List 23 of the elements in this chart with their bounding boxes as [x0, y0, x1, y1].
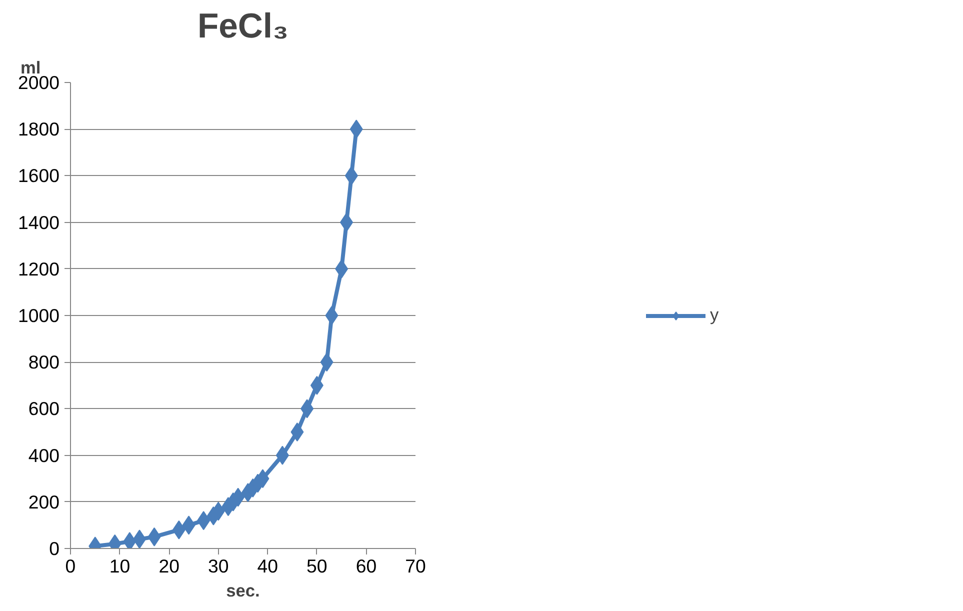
x-tick-label: 60 — [356, 556, 377, 576]
x-tick-label: 30 — [208, 556, 229, 576]
y-tick-label: 1000 — [18, 305, 60, 326]
x-tick-label: 10 — [109, 556, 130, 576]
y-tick-label: 1600 — [18, 165, 60, 186]
y-tick-label: 600 — [28, 398, 60, 420]
legend-label: y — [710, 304, 720, 326]
x-tick-label: 0 — [65, 556, 76, 576]
x-tick-label: 20 — [158, 556, 180, 576]
point — [290, 422, 304, 442]
x-tick-label: 50 — [306, 556, 328, 576]
y-tick-label: 1200 — [18, 258, 60, 280]
y-tick-label: 0 — [49, 538, 60, 559]
x-tick-label: 70 — [405, 556, 426, 576]
y-tick-label: 1400 — [18, 212, 60, 233]
chart-title: FeCl₃ — [197, 8, 289, 46]
x-tick-label: 40 — [257, 556, 278, 576]
y-tick-label: 400 — [28, 444, 60, 466]
x-axis-title: sec. — [226, 580, 260, 600]
y-tick-label: 800 — [28, 352, 60, 373]
point — [325, 306, 338, 325]
y-tick-label: 1800 — [18, 118, 60, 140]
y-tick-label: 200 — [28, 491, 60, 512]
